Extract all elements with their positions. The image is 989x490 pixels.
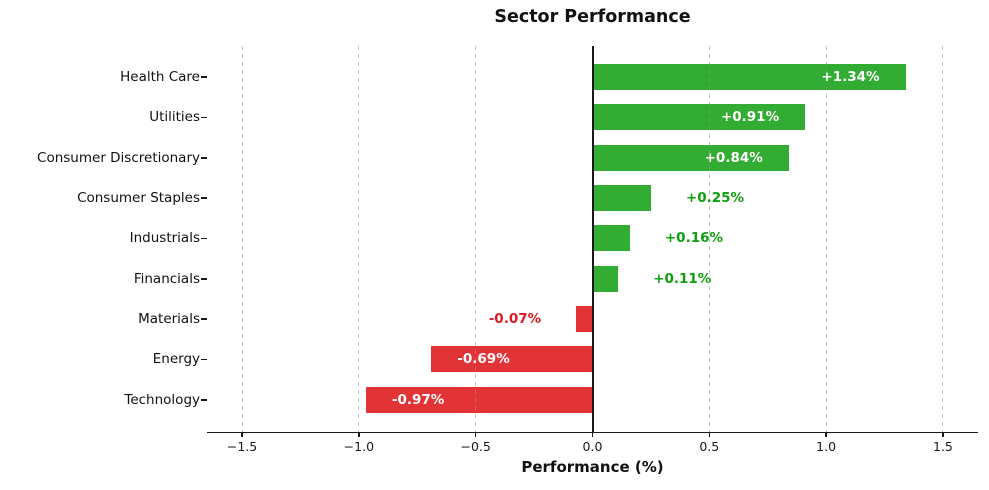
- gridline: [241, 46, 243, 432]
- category-label: Consumer Discretionary: [37, 149, 200, 166]
- bar: [365, 386, 593, 413]
- bar-row: Health Care +1.34%: [120, 57, 978, 97]
- bar-row: Utilities +0.91%: [149, 97, 978, 137]
- bar-value-label: +0.91%: [720, 109, 780, 126]
- category-label: Materials: [138, 311, 200, 328]
- gridline: [825, 46, 827, 432]
- bar-value-label: +0.11%: [653, 270, 712, 287]
- bar-row: Technology -0.97%: [124, 380, 978, 420]
- x-axis-label: Performance (%): [521, 458, 664, 476]
- bar-value-label: +0.25%: [685, 190, 745, 207]
- x-tick-mark: [241, 432, 243, 437]
- category-label: Energy: [152, 351, 200, 368]
- y-tick-mark: [200, 358, 207, 361]
- bar: [592, 225, 630, 252]
- x-tick-label: −1.0: [343, 439, 375, 454]
- category-label: Consumer Staples: [77, 190, 200, 207]
- y-tick-mark: [200, 277, 207, 280]
- x-tick-label: 0.5: [699, 439, 720, 454]
- category-label: Industrials: [129, 230, 200, 247]
- x-tick-mark: [942, 432, 944, 437]
- bar: [431, 346, 593, 373]
- bar-value-label: +1.34%: [821, 69, 880, 86]
- bar: [576, 306, 593, 332]
- x-tick-mark: [825, 432, 827, 437]
- bar-value-label: +0.84%: [704, 149, 763, 166]
- y-tick-mark: [200, 156, 207, 159]
- bar: [592, 144, 789, 171]
- gridline: [358, 46, 360, 432]
- bar-value-label: -0.07%: [488, 311, 542, 328]
- y-tick-mark: [200, 318, 207, 321]
- bar: [592, 265, 619, 292]
- x-tick-mark: [474, 432, 477, 437]
- bar-row: Consumer Discretionary +0.84%: [37, 138, 978, 178]
- bar: [592, 104, 806, 131]
- bar-row: Industrials +0.16%: [130, 218, 978, 258]
- x-tick-mark: [708, 432, 710, 437]
- y-tick-mark: [200, 398, 207, 401]
- gridline: [942, 46, 944, 432]
- x-tick-label: −0.5: [460, 439, 491, 454]
- chart-title: Sector Performance: [494, 7, 691, 27]
- bar-row: Financials +0.11%: [134, 259, 978, 299]
- x-tick-label: 1.0: [816, 439, 837, 454]
- gridline: [475, 46, 477, 432]
- bar: [592, 64, 906, 90]
- bar-value-label: -0.69%: [457, 351, 510, 368]
- zero-axis-line: [591, 46, 594, 432]
- category-label: Technology: [124, 391, 200, 408]
- y-tick-mark: [200, 116, 207, 119]
- bar-value-label: -0.97%: [391, 391, 445, 408]
- y-tick-mark: [200, 237, 207, 240]
- bar-row: Consumer Staples +0.25%: [77, 178, 978, 218]
- plot-area: −1.5 −1.0 −0.5 0.0 0.5 1.0 1.5 Health Care +1.34…: [37, 46, 978, 454]
- x-tick-label: 0.0: [582, 439, 603, 454]
- category-label: Financials: [133, 270, 200, 287]
- x-tick-mark: [358, 432, 360, 437]
- bar: [592, 185, 651, 211]
- bar-row: Materials -0.07%: [138, 299, 978, 339]
- bar-row: Energy -0.69%: [153, 339, 978, 379]
- category-label: Utilities: [149, 109, 200, 126]
- x-tick-label: 1.5: [933, 439, 953, 454]
- x-tick-mark: [591, 432, 594, 437]
- x-tick-label: −1.5: [226, 439, 258, 454]
- category-label: Health Care: [120, 69, 200, 86]
- bar-value-label: +0.16%: [664, 230, 724, 247]
- y-tick-mark: [200, 76, 207, 79]
- gridline: [708, 46, 710, 432]
- y-tick-mark: [200, 197, 207, 200]
